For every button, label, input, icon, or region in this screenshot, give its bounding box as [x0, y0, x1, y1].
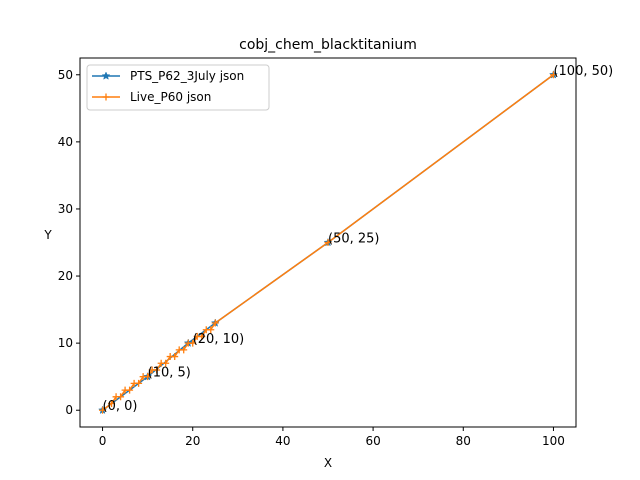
data-point [135, 379, 143, 387]
series-layer [98, 70, 558, 414]
series-2 [99, 71, 557, 414]
legend: PTS_P62_3July json Live_P60 json [86, 64, 270, 111]
y-axis-label: Y [43, 228, 52, 242]
point-annotation: (100, 50) [553, 64, 613, 79]
y-tick-label: 40 [58, 135, 73, 149]
x-axis-label: X [324, 456, 332, 470]
data-point [180, 346, 188, 354]
point-annotation: (20, 10) [193, 332, 245, 347]
data-point [171, 353, 179, 361]
annotations-layer: (0, 0) (10, 5) (20, 10) (50, 25) (100, 50) [103, 64, 614, 414]
legend-marker [102, 93, 110, 101]
x-tick-label: 60 [365, 434, 380, 448]
legend-box [86, 64, 270, 111]
legend-item: Live_P60 json [92, 90, 211, 104]
data-point [153, 366, 161, 374]
y-tick-label: 50 [58, 68, 73, 82]
y-tick-label: 20 [58, 269, 73, 283]
legend-label: PTS_P62_3July json [130, 69, 244, 83]
plot-frame [79, 57, 577, 428]
y-tick-label: 30 [58, 202, 73, 216]
point-annotation: (0, 0) [103, 399, 138, 414]
data-point [162, 359, 170, 367]
axes: 0 20 40 60 80 100 0 10 20 30 40 50 [58, 57, 577, 448]
x-tick-label: 0 [99, 434, 107, 448]
data-point [549, 71, 557, 79]
x-tick-label: 20 [185, 434, 200, 448]
legend-marker [101, 71, 111, 80]
y-tick-label: 0 [65, 403, 73, 417]
data-point [108, 400, 116, 408]
point-annotation: (10, 5) [148, 366, 191, 381]
data-point [198, 332, 206, 340]
data-point [207, 326, 215, 334]
x-tick-label: 100 [542, 434, 565, 448]
data-point [144, 373, 152, 381]
x-tick-label: 80 [456, 434, 471, 448]
data-point [211, 319, 219, 327]
legend-label: Live_P60 json [130, 90, 211, 104]
y-tick-label: 10 [58, 336, 73, 350]
data-point [324, 239, 332, 246]
legend-item: PTS_P62_3July json [92, 69, 244, 83]
data-point [126, 386, 134, 394]
x-tick-label: 40 [275, 434, 290, 448]
point-annotation: (50, 25) [328, 232, 380, 247]
data-point [99, 406, 107, 414]
chart-title: cobj_chem_blacktitanium [239, 37, 417, 53]
data-point [189, 339, 197, 347]
data-point [117, 393, 125, 401]
